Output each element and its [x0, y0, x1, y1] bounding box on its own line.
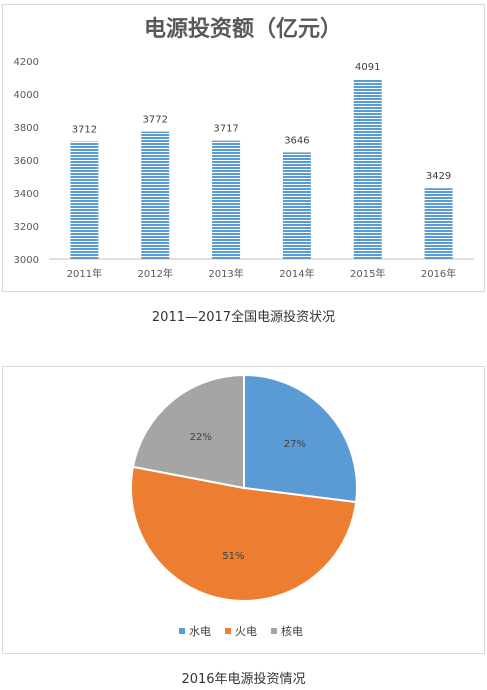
- pie-legend: 水电 火电 核电: [179, 624, 303, 638]
- x-tick-label: 2013年: [208, 267, 243, 280]
- pie-data-labels: 27% 51% 22%: [190, 432, 306, 562]
- bar-chart-panel: 电源投资额（亿元） 3000 3200 3400 3600 3800 4000 4200 3…: [2, 4, 485, 292]
- pie-slice: [130, 465, 358, 602]
- y-tick-label: 4200: [14, 57, 39, 68]
- legend-label: 核电: [281, 624, 303, 638]
- bar-series: 3712 2011年 3772 2012年 3717 2013年 3646 2014年 4091…: [67, 62, 457, 280]
- legend-label: 水电: [189, 625, 211, 638]
- bar: [141, 131, 170, 259]
- bar-data-label: 3772: [143, 115, 168, 126]
- legend-label: 火电: [235, 625, 257, 638]
- bar-chart: 电源投资额（亿元） 3000 3200 3400 3600 3800 4000 4200 3…: [14, 17, 474, 280]
- x-tick-label: 2015年: [350, 267, 385, 280]
- bar: [424, 188, 453, 259]
- y-tick-label: 3200: [14, 222, 39, 233]
- x-tick-label: 2014年: [279, 267, 314, 280]
- pie-chart: 27% 51% 22% 水电 火电 核电: [130, 373, 358, 638]
- bar-data-label: 3429: [426, 171, 451, 182]
- bar: [212, 140, 241, 259]
- bar-data-label: 4091: [355, 62, 380, 73]
- bar: [353, 78, 382, 259]
- legend-swatch: [271, 628, 277, 634]
- pie-data-label: 51%: [222, 551, 244, 562]
- bar-chart-caption: 2011—2017全国电源投资状况: [151, 310, 336, 325]
- pie-data-label: 22%: [190, 432, 212, 443]
- pie-chart-caption: 2016年电源投资情况: [181, 672, 306, 687]
- legend-swatch: [179, 628, 185, 634]
- y-tick-label: 3800: [14, 123, 39, 134]
- pie-slices: [130, 373, 358, 602]
- y-tick-label: 3600: [14, 156, 39, 167]
- x-tick-label: 2012年: [138, 267, 173, 280]
- x-tick-label: 2016年: [421, 267, 456, 280]
- pie-chart-panel: 27% 51% 22% 水电 火电 核电: [2, 366, 485, 654]
- y-tick-label: 3400: [14, 189, 39, 200]
- bar: [282, 152, 311, 259]
- bar-data-label: 3717: [213, 124, 238, 135]
- bar-y-axis: 3000 3200 3400 3600 3800 4000 4200: [14, 57, 474, 266]
- bar-data-label: 3712: [72, 125, 97, 136]
- y-tick-label: 4000: [14, 90, 39, 101]
- bar-chart-title: 电源投资额（亿元）: [144, 17, 342, 42]
- pie-slice: [243, 373, 358, 504]
- y-tick-label: 3000: [14, 255, 39, 266]
- pie-slice: [131, 373, 245, 490]
- bar: [70, 141, 99, 259]
- x-tick-label: 2011年: [67, 267, 102, 280]
- legend-swatch: [225, 628, 231, 634]
- bar-data-label: 3646: [284, 135, 309, 146]
- pie-data-label: 27%: [284, 439, 306, 450]
